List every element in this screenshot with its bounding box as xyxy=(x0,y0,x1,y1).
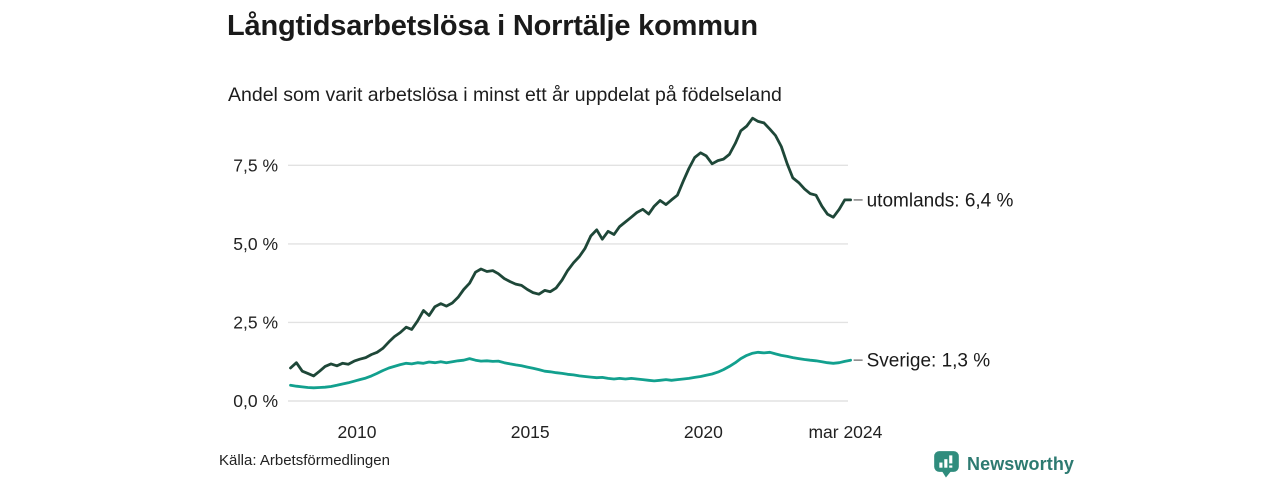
x-tick-label: 2010 xyxy=(338,422,377,442)
source-note: Källa: Arbetsförmedlingen xyxy=(219,452,390,469)
x-tick-label: 2015 xyxy=(511,422,550,442)
annotation-label-Sverige: Sverige: 1,3 % xyxy=(867,351,991,372)
series-line-utomlands xyxy=(289,116,852,378)
series-line-Sverige xyxy=(289,350,852,390)
y-tick-label: 5,0 % xyxy=(233,234,278,254)
y-tick-label: 2,5 % xyxy=(233,312,278,332)
annotation-label-utomlands: utomlands: 6,4 % xyxy=(867,190,1014,211)
y-tick-label: 0,0 % xyxy=(233,391,278,411)
branding: Newsworthy xyxy=(933,449,1074,479)
logo-bubble-tail xyxy=(942,471,951,478)
bar-chart-speech-bubble-icon xyxy=(934,451,959,478)
chart-subtitle: Andel som varit arbetslösa i minst ett å… xyxy=(228,84,782,106)
y-tick-label: 7,5 % xyxy=(233,155,278,175)
brand-name: Newsworthy xyxy=(967,453,1075,474)
x-tick-label: 2020 xyxy=(684,422,723,442)
page-title: Långtidsarbetslösa i Norrtälje kommun xyxy=(227,10,758,42)
x-tick-label: mar 2024 xyxy=(808,422,882,442)
